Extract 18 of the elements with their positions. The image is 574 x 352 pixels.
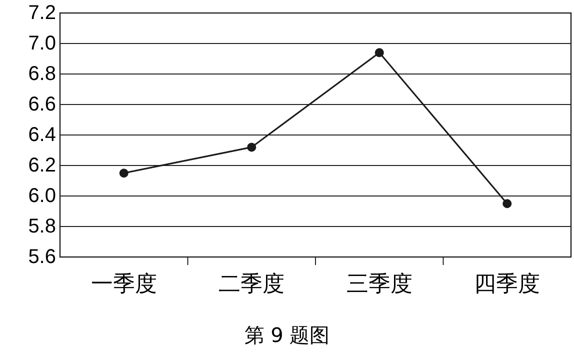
point [374, 48, 384, 58]
x-tick-label: 二季度 [218, 272, 285, 297]
y-tick-label: 6.2 [28, 154, 56, 176]
y-tick-label: 5.8 [28, 216, 56, 238]
point [502, 199, 512, 208]
point [119, 168, 128, 178]
y-tick-label: 6.8 [28, 63, 56, 85]
x-tick-label: 三季度 [346, 272, 412, 297]
x-tick-label: 四季度 [474, 272, 540, 297]
y-tick-label: 6.0 [28, 185, 56, 207]
y-tick-label: 7.0 [28, 32, 56, 54]
text: 第 9 题图 [244, 323, 330, 347]
x-tick-label: 一季度 [90, 272, 157, 297]
y-tick-label: 6.6 [28, 94, 56, 116]
y-tick-label: 5.6 [28, 246, 56, 268]
y-tick-label: 7.2 [28, 2, 56, 24]
y-tick-label: 6.4 [28, 124, 56, 146]
point [247, 142, 256, 152]
